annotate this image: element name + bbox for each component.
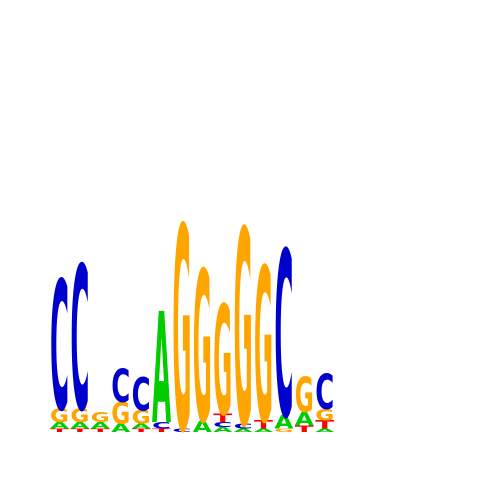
logo-letter-t: T [315,418,335,431]
logo-letter-t: T [295,424,314,435]
logo-letter-t: T [254,418,274,431]
logo-letter-a: A [315,428,335,433]
logo-letter-c: C [152,420,171,431]
logo-letter-t: T [132,428,152,433]
logo-letter-a: A [70,420,89,431]
logo-letter-g: G [254,223,273,471]
logo-letter-c: C [234,423,253,431]
logo-letter-g: G [111,398,130,432]
logo-letter-g: G [91,409,110,425]
logo-letter-t: T [213,412,233,425]
logo-letter-g: G [50,406,69,427]
logo-letter-g: G [132,407,151,428]
logo-letter-a: A [132,423,151,431]
logo-letter-c: C [213,421,232,429]
logo-letter-a: A [213,426,232,434]
logo-letter-g: G [234,175,253,480]
logo-letter-t: T [91,428,111,433]
logo-letter-a: A [91,420,110,431]
logo-letter-c: C [132,370,151,422]
logo-letter-g: G [70,406,89,427]
logo-letter-a: A [193,417,213,435]
logo-letter-g: G [274,428,293,433]
logo-letter-c: C [172,428,191,433]
logo-letter-a: A [295,409,314,430]
logo-letter-a: A [152,281,171,458]
logo-letter-c: C [315,364,334,421]
logo-letter-c: C [111,361,130,413]
logo-letter-c: C [274,205,293,470]
logo-letter-g: G [213,274,232,450]
logo-letter-a: A [234,428,254,433]
logo-letter-a: A [111,421,131,434]
logo-letter-g: G [295,367,314,424]
logo-letter-g: G [172,170,191,480]
logo-letter-g: G [193,227,212,469]
logo-letter-c: C [50,246,69,452]
logo-letter-a: A [50,420,69,431]
logo-letter-g: G [315,406,334,424]
logo-letter-t: T [50,428,70,433]
logo-letter-a: A [254,428,274,433]
logo-letter-t: T [70,428,90,433]
logo-letter-t: T [152,428,172,433]
logo-letter-c: C [70,226,89,456]
logo-letter-a: A [274,412,293,433]
